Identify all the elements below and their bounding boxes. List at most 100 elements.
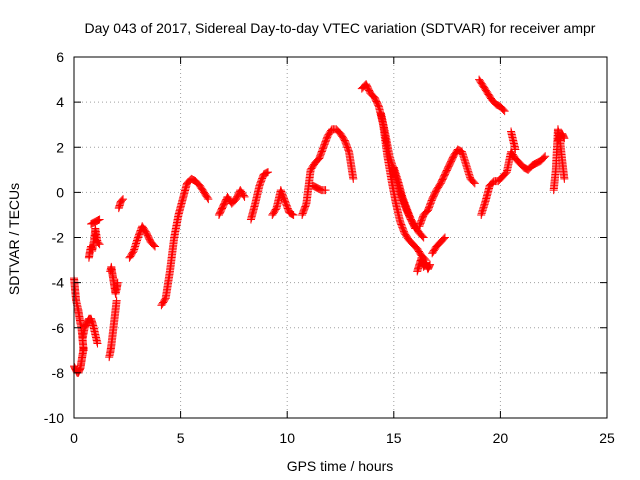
y-tick-label: -6 bbox=[52, 320, 65, 336]
data-point bbox=[499, 106, 508, 115]
data-point bbox=[112, 296, 121, 305]
data-point bbox=[309, 182, 318, 191]
series-arc-07 bbox=[105, 296, 121, 362]
x-tick-label: 20 bbox=[493, 430, 509, 446]
x-tick-label: 15 bbox=[386, 430, 402, 446]
x-tick-label: 25 bbox=[599, 430, 615, 446]
data-point bbox=[440, 233, 449, 242]
data-point bbox=[287, 209, 296, 218]
data-point bbox=[288, 210, 297, 219]
data-point bbox=[94, 216, 103, 225]
data-point bbox=[500, 107, 509, 116]
x-tick-label: 10 bbox=[279, 430, 295, 446]
axis-ticks: 0 5 10 15 20 25 -10 -8 -6 -4 -2 0 2 4 6 bbox=[44, 49, 615, 446]
data-point bbox=[93, 216, 102, 225]
data-point bbox=[313, 183, 322, 192]
data-point bbox=[493, 100, 502, 109]
data-point bbox=[93, 339, 102, 348]
x-axis-label: GPS time / hours bbox=[287, 458, 394, 474]
data-point bbox=[425, 261, 434, 270]
data-point bbox=[349, 174, 358, 183]
data-point bbox=[492, 100, 501, 109]
data-point bbox=[454, 146, 463, 155]
data-point bbox=[520, 164, 529, 173]
data-point bbox=[311, 183, 320, 192]
data-point bbox=[310, 182, 319, 191]
data-point bbox=[88, 219, 97, 228]
data-point bbox=[95, 240, 104, 249]
series-arc-03 bbox=[78, 314, 102, 348]
data-points bbox=[70, 75, 569, 377]
data-point bbox=[262, 168, 271, 177]
data-point bbox=[439, 234, 448, 243]
data-point bbox=[469, 178, 478, 187]
data-point bbox=[523, 165, 532, 174]
data-point bbox=[308, 181, 317, 190]
series-arc-13 bbox=[268, 186, 298, 219]
data-point bbox=[315, 184, 324, 193]
series-arc-06 bbox=[106, 262, 122, 298]
series-arc-10 bbox=[157, 174, 213, 310]
data-point bbox=[285, 208, 294, 217]
data-point bbox=[204, 195, 213, 204]
data-point bbox=[188, 175, 197, 184]
series-arc-20 bbox=[415, 145, 479, 231]
series-arc-09 bbox=[125, 222, 160, 262]
data-point bbox=[264, 168, 273, 177]
y-tick-label: -8 bbox=[52, 365, 65, 381]
data-point bbox=[117, 196, 126, 205]
data-point bbox=[95, 215, 104, 224]
data-point bbox=[531, 159, 540, 168]
data-point bbox=[511, 145, 520, 154]
data-point bbox=[94, 239, 103, 248]
data-point bbox=[286, 209, 295, 218]
series-arc-15 bbox=[308, 181, 330, 195]
data-point bbox=[559, 133, 568, 142]
data-point bbox=[203, 193, 212, 202]
data-point bbox=[261, 169, 270, 178]
data-point bbox=[560, 134, 569, 143]
series-arc-04 bbox=[84, 224, 104, 262]
series-arc-14 bbox=[298, 125, 358, 219]
data-point bbox=[533, 158, 542, 167]
chart-title: Day 043 of 2017, Sidereal Day-to-day VTE… bbox=[85, 20, 596, 36]
data-point bbox=[239, 191, 248, 200]
series-arc-23 bbox=[477, 147, 550, 219]
data-point bbox=[149, 241, 158, 250]
data-point bbox=[529, 160, 538, 169]
data-point bbox=[119, 195, 128, 204]
y-tick-label: 0 bbox=[56, 184, 64, 200]
data-point bbox=[453, 145, 462, 154]
data-point bbox=[113, 278, 122, 287]
series-arc-21 bbox=[428, 233, 449, 258]
grid-lines bbox=[74, 57, 607, 418]
y-tick-label: -4 bbox=[52, 275, 65, 291]
data-point bbox=[532, 159, 541, 168]
series-arc-12 bbox=[246, 168, 273, 224]
data-point bbox=[560, 174, 569, 183]
plot-frame bbox=[73, 56, 608, 419]
series-arc-18 bbox=[389, 163, 428, 242]
x-tick-label: 5 bbox=[177, 430, 185, 446]
data-point bbox=[528, 161, 537, 170]
series-arc-24 bbox=[507, 127, 520, 154]
data-point bbox=[260, 169, 269, 178]
y-tick-label: -10 bbox=[44, 410, 64, 426]
data-point bbox=[419, 233, 428, 242]
y-axis-label: SDTVAR / TECUs bbox=[6, 183, 22, 295]
data-point bbox=[90, 218, 99, 227]
data-point bbox=[418, 232, 427, 241]
data-point bbox=[259, 170, 268, 179]
data-point bbox=[530, 160, 539, 169]
y-tick-label: -2 bbox=[52, 230, 65, 246]
data-point bbox=[321, 186, 330, 195]
y-tick-label: 4 bbox=[56, 94, 64, 110]
series-arc-05 bbox=[87, 215, 104, 228]
series-arc-01 bbox=[70, 274, 88, 355]
data-point bbox=[187, 174, 196, 183]
data-point bbox=[540, 153, 549, 162]
data-point bbox=[151, 242, 160, 251]
series-arc-11 bbox=[214, 186, 249, 219]
x-tick-label: 0 bbox=[70, 430, 78, 446]
